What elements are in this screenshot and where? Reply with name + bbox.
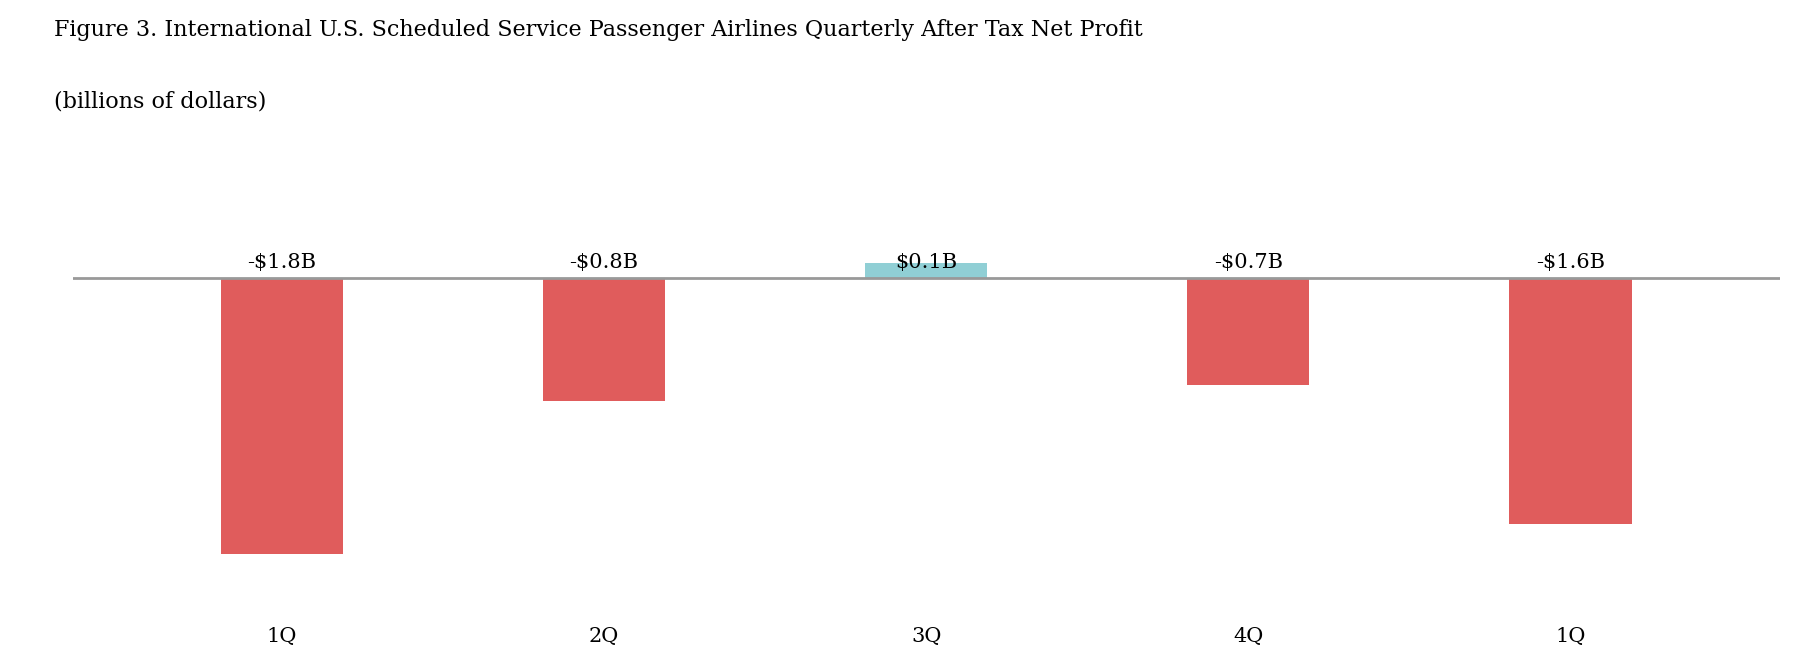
Text: $0.1B: $0.1B <box>895 253 957 272</box>
Text: (billions of dollars): (billions of dollars) <box>54 91 267 113</box>
Text: -$1.6B: -$1.6B <box>1536 253 1605 272</box>
Text: -$0.8B: -$0.8B <box>570 253 639 272</box>
Text: -$0.7B: -$0.7B <box>1213 253 1282 272</box>
Bar <box>864 262 988 278</box>
Bar <box>1188 278 1309 386</box>
Bar <box>1509 278 1631 524</box>
Text: Figure 3. International U.S. Scheduled Service Passenger Airlines Quarterly Afte: Figure 3. International U.S. Scheduled S… <box>54 19 1144 41</box>
Text: -$1.8B: -$1.8B <box>247 253 316 272</box>
Bar <box>543 278 665 400</box>
Bar <box>222 278 343 554</box>
